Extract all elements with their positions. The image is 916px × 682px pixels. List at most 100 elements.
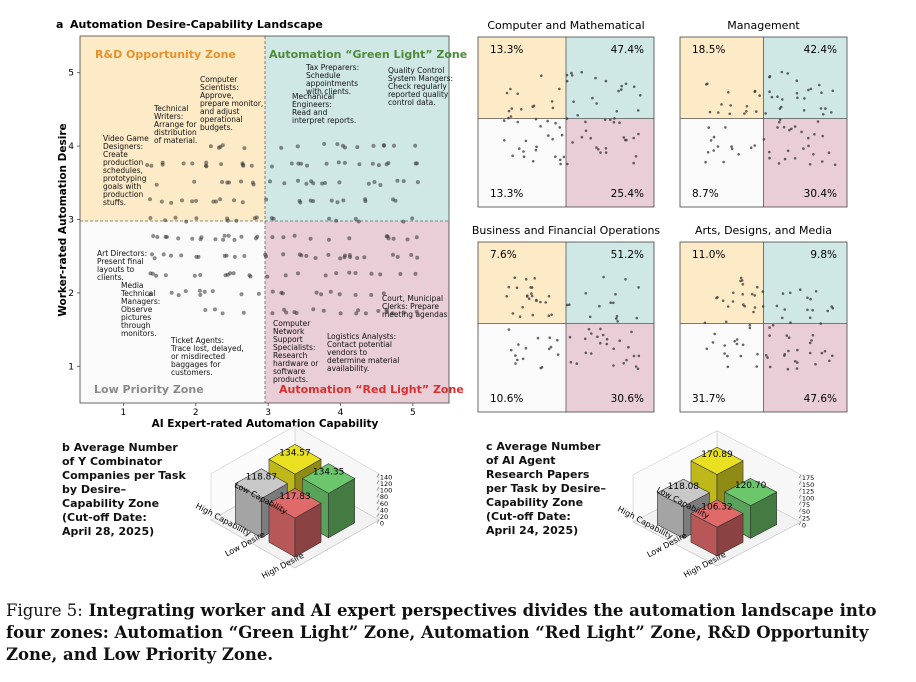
small-multiple-point — [559, 162, 562, 166]
scatter-point — [355, 256, 360, 260]
scatter-point — [239, 234, 244, 239]
scatter-point — [197, 288, 202, 293]
panel-a-annotations: Computer Scientists: Approve, prepare monit… — [97, 63, 453, 384]
y-tick-label: 5 — [68, 69, 74, 79]
small-multiple-point — [570, 74, 574, 77]
quadrant-percent-tl: 11.0% — [692, 249, 725, 261]
scatter-point — [395, 254, 400, 259]
scatter-point — [190, 161, 195, 166]
small-multiple-point — [539, 300, 542, 304]
scatter-point — [242, 146, 247, 151]
scatter-point — [376, 309, 381, 313]
small-multiple-point — [565, 117, 569, 120]
scatter-point — [270, 311, 275, 316]
small-multiple-point — [509, 115, 513, 118]
small-multiple-point — [575, 362, 579, 365]
small-multiple-point — [819, 322, 822, 325]
small-multiple-point — [595, 102, 598, 105]
small-multiple-point — [603, 118, 607, 121]
scatter-point — [232, 237, 237, 242]
small-multiple-point — [721, 299, 725, 303]
scatter-point — [401, 219, 406, 224]
small-multiple-point — [820, 351, 824, 355]
scatter-point — [324, 161, 329, 166]
small-multiple-point — [597, 148, 600, 151]
x-tick-label: 5 — [410, 408, 416, 418]
small-multiple-point — [584, 292, 588, 295]
scatter-point — [326, 237, 331, 242]
small-multiple-point — [565, 73, 569, 77]
scatter-point — [304, 253, 309, 258]
scatter-point — [173, 215, 178, 220]
quadrant-percent-bl: 13.3% — [490, 188, 523, 200]
scatter-point — [181, 161, 186, 166]
small-multiple-point — [588, 315, 592, 319]
small-multiple-point — [750, 292, 754, 296]
scatter-point — [326, 252, 331, 257]
scatter-point — [413, 143, 418, 148]
scatter-point — [381, 291, 386, 296]
small-multiple-point — [554, 121, 557, 125]
bar-value-label: 118.87 — [246, 473, 278, 483]
annotation-computer-scientists: Computer Scientists: Approve, prepare monit… — [200, 75, 263, 132]
small-multiple-point — [531, 313, 535, 317]
small-multiple-point — [776, 126, 779, 129]
small-multiple-point — [518, 147, 521, 150]
small-multiple-point — [549, 345, 553, 349]
small-multiple-point — [793, 157, 797, 160]
small-multiple-point — [511, 154, 514, 158]
rd-zone-label: R&D Opportunity Zone — [95, 48, 236, 61]
small-multiple-point — [787, 349, 790, 353]
z-tick-label: 175 — [802, 474, 814, 482]
bar-2: 106.32 — [690, 499, 744, 557]
scatter-point — [369, 271, 374, 276]
small-multiple-point — [530, 292, 533, 295]
small-multiple-point — [534, 148, 538, 152]
scatter-point — [190, 236, 195, 241]
quadrant-percent-br: 47.6% — [804, 393, 837, 405]
small-multiple-point — [753, 144, 756, 147]
small-multiple-point — [743, 304, 746, 308]
small-multiple-point — [547, 347, 551, 351]
scatter-point — [356, 219, 361, 224]
small-multiple-point — [612, 347, 615, 351]
scatter-point — [284, 310, 289, 315]
small-multiple-point — [529, 286, 532, 289]
scatter-point — [221, 237, 226, 242]
small-multiple-point — [518, 315, 522, 319]
small-multiple-point — [820, 160, 824, 163]
small-multiple-point — [616, 320, 619, 323]
small-multiple-point — [580, 135, 584, 139]
small-multiple-point — [590, 332, 593, 335]
scatter-point — [328, 289, 333, 294]
small-multiple-point — [777, 162, 781, 165]
small-multiple-point — [735, 338, 739, 341]
z-tick-label: 100 — [802, 494, 814, 502]
scatter-point — [292, 310, 297, 315]
caption-label: Figure 5: — [6, 601, 83, 620]
small-multiple-point — [547, 314, 551, 318]
scatter-point — [211, 199, 216, 204]
small-multiple-point — [822, 113, 825, 116]
small-multiple-title: Management — [727, 19, 800, 32]
title-line: of AI Agent — [486, 454, 556, 467]
small-multiple-point — [556, 338, 559, 342]
small-multiple-point — [781, 98, 784, 101]
small-multiple-point — [783, 157, 787, 161]
scatter-point — [363, 311, 368, 316]
small-multiple-point — [522, 155, 526, 158]
small-multiple-point — [580, 70, 583, 74]
small-multiple-point — [806, 296, 809, 300]
scatter-point — [378, 183, 383, 187]
scatter-point — [256, 291, 261, 296]
small-multiple-point — [826, 309, 829, 313]
x-tick-label: 1 — [121, 408, 127, 418]
z-tick-label: 50 — [802, 508, 810, 516]
annotation-technical-writers: Technical Writers: Arrange for distribution… — [153, 104, 198, 145]
scatter-point — [391, 236, 396, 241]
small-multiple-point — [790, 127, 793, 131]
title-line: (Cut-off Date: — [486, 510, 571, 523]
z-tick-label: 75 — [802, 501, 810, 509]
scatter-point — [393, 198, 398, 203]
small-multiple-point — [831, 89, 835, 93]
